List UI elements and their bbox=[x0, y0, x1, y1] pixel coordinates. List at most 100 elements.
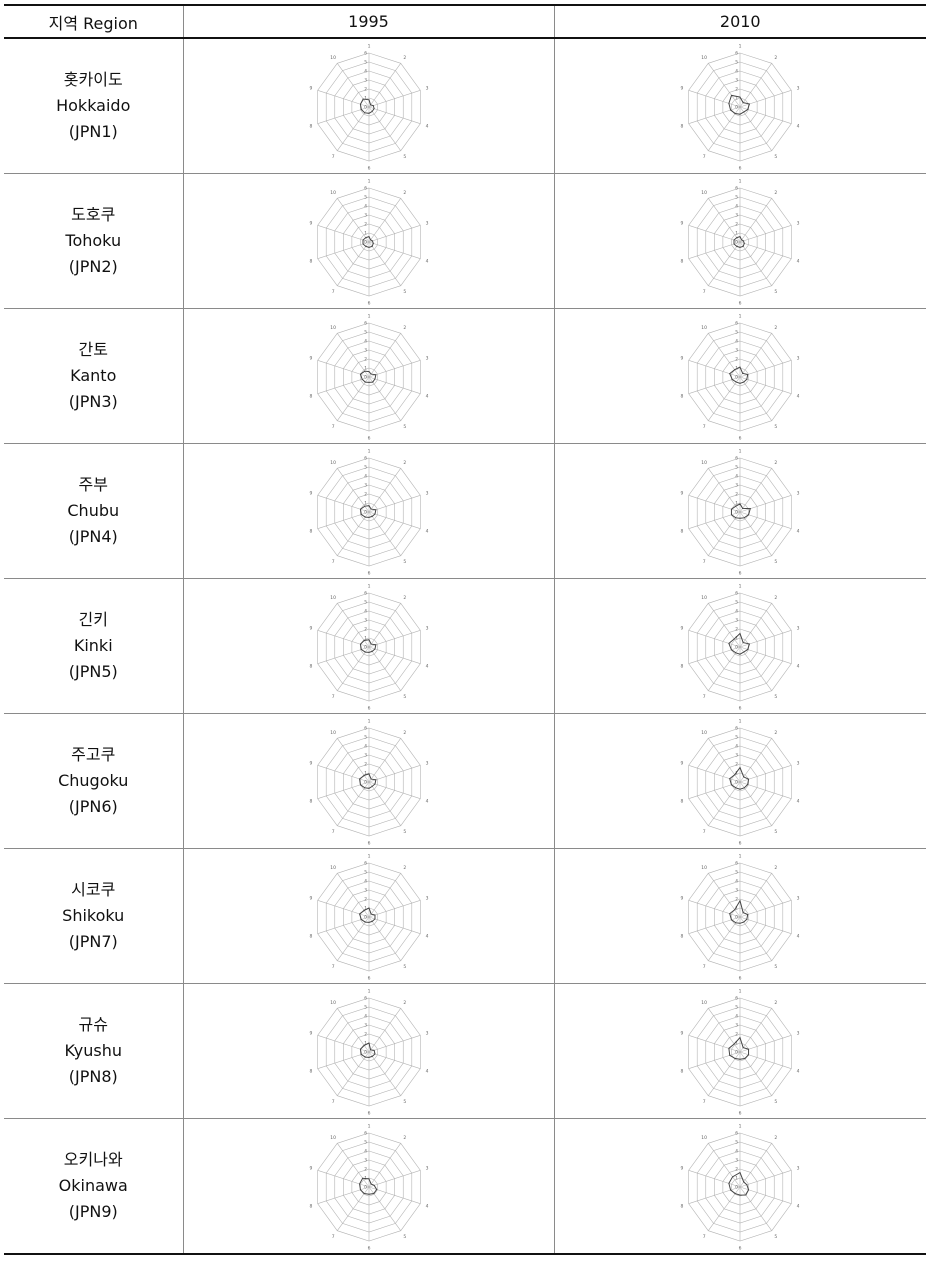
radial-tick-label: 3 bbox=[364, 1158, 367, 1164]
radial-tick-label: 1 bbox=[736, 231, 739, 237]
data-point bbox=[742, 912, 744, 914]
axis-spoke bbox=[368, 1035, 420, 1053]
radial-tick-label: 2 bbox=[364, 492, 367, 498]
data-point bbox=[731, 784, 733, 786]
axis-spoke bbox=[336, 106, 369, 151]
radial-tick-label: 2 bbox=[736, 897, 739, 903]
radial-tick-label: 6 bbox=[364, 1131, 367, 1137]
data-point bbox=[735, 517, 737, 519]
axis-label: 8 bbox=[681, 258, 684, 264]
data-point bbox=[368, 1056, 369, 1058]
radial-tick-label: 4 bbox=[364, 1014, 367, 1020]
axis-label: 6 bbox=[739, 706, 742, 711]
data-point bbox=[742, 102, 744, 104]
data-point bbox=[371, 110, 373, 112]
region-name-korean: 시코쿠 bbox=[71, 880, 116, 899]
radial-tick-label: 3 bbox=[364, 213, 367, 219]
data-point bbox=[734, 369, 736, 371]
axis-label: 4 bbox=[425, 1068, 428, 1074]
axis-label: 10 bbox=[330, 730, 336, 736]
axis-label: 7 bbox=[331, 289, 334, 295]
axis-spoke bbox=[740, 63, 773, 108]
data-point bbox=[373, 648, 375, 650]
axis-label: 2 bbox=[775, 325, 778, 331]
data-point bbox=[368, 381, 369, 383]
axis-label: 3 bbox=[425, 221, 428, 227]
axis-label: 8 bbox=[681, 1068, 684, 1074]
data-point bbox=[371, 240, 373, 242]
axis-spoke bbox=[336, 198, 369, 243]
data-point bbox=[363, 505, 365, 507]
data-point bbox=[368, 907, 369, 909]
axis-spoke bbox=[708, 63, 741, 108]
region-name-korean: 주고쿠 bbox=[71, 745, 116, 764]
axis-spoke bbox=[368, 1008, 401, 1053]
axis-label: 8 bbox=[681, 393, 684, 399]
axis-spoke bbox=[336, 511, 369, 556]
axis-label: 10 bbox=[330, 865, 336, 871]
data-point bbox=[747, 784, 749, 785]
axis-spoke bbox=[688, 225, 741, 243]
chart-cell-1995: 0 1 2 3 4 5 6 1 2 3 4 5 6 7 8 9 10 bbox=[182, 173, 555, 309]
data-point bbox=[359, 1048, 361, 1050]
radial-tick-label: 1 bbox=[364, 231, 367, 237]
data-point bbox=[359, 1189, 361, 1191]
data-point bbox=[742, 1047, 744, 1049]
region-name-korean: 홋카이도 bbox=[63, 70, 123, 89]
radial-tick-label: 0 bbox=[364, 105, 367, 111]
axis-label: 3 bbox=[797, 356, 800, 362]
data-point bbox=[735, 787, 737, 789]
axis-label: 1 bbox=[739, 719, 742, 725]
axis-spoke bbox=[740, 225, 792, 243]
radial-tick-label: 5 bbox=[736, 1140, 739, 1146]
axis-label: 9 bbox=[309, 86, 312, 92]
axis-label: 8 bbox=[681, 798, 684, 804]
radial-tick-label: 3 bbox=[364, 348, 367, 354]
region-name: 주고쿠 Chugoku (JPN6) bbox=[4, 742, 183, 820]
data-point bbox=[370, 778, 372, 780]
radial-tick-label: 5 bbox=[736, 465, 739, 471]
radial-tick-label: 0 bbox=[736, 375, 739, 381]
axis-spoke bbox=[708, 1051, 741, 1096]
radial-tick-label: 3 bbox=[736, 888, 739, 894]
axis-label: 6 bbox=[739, 571, 742, 576]
axis-spoke bbox=[368, 916, 401, 961]
region-name: 주부 Chubu (JPN4) bbox=[4, 472, 183, 550]
axis-label: 1 bbox=[739, 1124, 742, 1130]
axis-label: 7 bbox=[703, 694, 706, 700]
axis-label: 7 bbox=[703, 289, 706, 295]
axis-label: 4 bbox=[425, 933, 428, 939]
data-point bbox=[368, 787, 369, 789]
axis-spoke bbox=[368, 376, 401, 421]
axis-spoke bbox=[317, 916, 369, 934]
chart-cell-1995: 0 1 2 3 4 5 6 1 2 3 4 5 6 7 8 9 10 bbox=[182, 443, 555, 579]
data-point bbox=[729, 373, 731, 375]
data-point bbox=[750, 508, 752, 510]
axis-spoke bbox=[708, 916, 741, 961]
radial-tick-label: 1 bbox=[736, 771, 739, 777]
axis-spoke bbox=[317, 241, 369, 259]
axis-label: 3 bbox=[425, 896, 428, 902]
chart-cell-2010: 0 1 2 3 4 5 6 1 2 3 4 5 6 7 8 9 10 bbox=[553, 308, 926, 444]
axis-spoke bbox=[740, 198, 773, 243]
axis-label: 8 bbox=[309, 1203, 312, 1209]
region-name-english: Kyushu bbox=[64, 1041, 123, 1060]
axis-spoke bbox=[368, 106, 420, 124]
axis-spoke bbox=[368, 1186, 420, 1204]
data-point bbox=[373, 1049, 375, 1051]
data-point bbox=[739, 1037, 741, 1039]
data-point bbox=[371, 515, 373, 517]
region-name-korean: 규슈 bbox=[78, 1015, 108, 1034]
axis-label: 2 bbox=[403, 865, 406, 871]
radial-tick-label: 0 bbox=[364, 780, 367, 786]
series-polygon bbox=[729, 899, 749, 924]
data-point bbox=[368, 921, 369, 923]
axis-label: 4 bbox=[797, 798, 800, 804]
axis-spoke bbox=[708, 646, 741, 691]
axis-spoke bbox=[368, 468, 401, 513]
axis-label: 7 bbox=[331, 829, 334, 835]
data-point bbox=[369, 104, 371, 106]
axis-label: 5 bbox=[775, 694, 778, 700]
